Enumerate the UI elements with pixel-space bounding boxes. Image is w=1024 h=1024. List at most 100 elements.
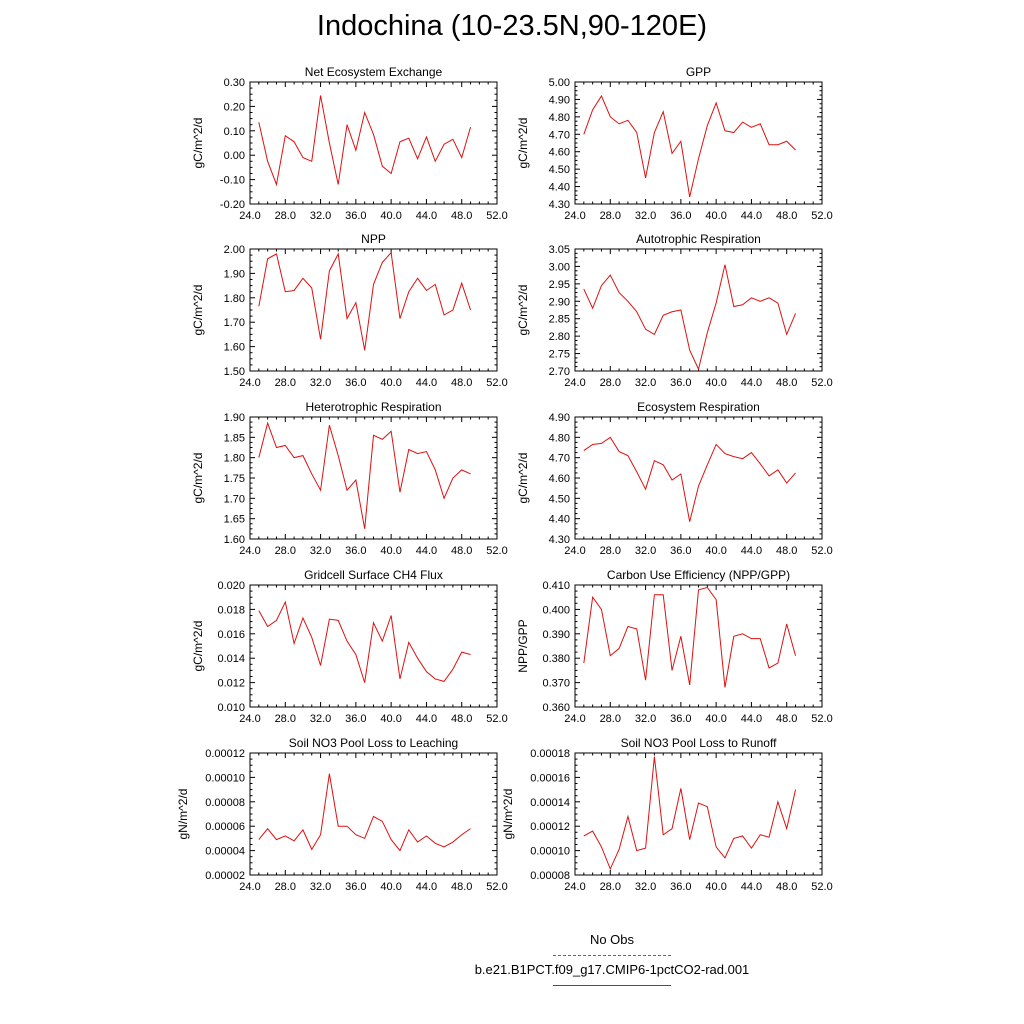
chart-panel-4: 24.0 28.0 32.0 36.0 40.0 44.0 48.0 52.0 2.70 2.75…	[516, 232, 833, 389]
x-tick-label: 44.0	[416, 881, 437, 893]
x-tick-label: 28.0	[275, 713, 296, 725]
x-tick-label: 24.0	[239, 377, 260, 389]
x-tick-label: 48.0	[451, 545, 472, 557]
x-tick-label: 28.0	[275, 377, 296, 389]
x-tick-label: 44.0	[741, 545, 762, 557]
x-tick-label: 48.0	[451, 713, 472, 725]
y-tick-label: 2.00	[224, 244, 245, 256]
y-axis-label: gN/m^2/d	[501, 789, 515, 840]
x-tick-label: 36.0	[670, 881, 691, 893]
plot-frame	[249, 248, 498, 372]
series-line-1	[583, 756, 797, 871]
series-line-1	[583, 436, 796, 522]
series-line-1	[258, 95, 472, 187]
y-tick-label: 0.00006	[205, 821, 245, 833]
x-tick-label: 52.0	[811, 881, 832, 893]
y-tick-label: 0.00014	[530, 797, 570, 809]
y-tick-label: 4.50	[549, 493, 570, 505]
y-tick-label: 1.70	[224, 317, 245, 329]
panel-title: NPP	[361, 232, 386, 246]
chart-panel-5: 24.0 28.0 32.0 36.0 40.0 44.0 48.0 52.0 1.60 1.65…	[191, 400, 508, 557]
panel-title: Autotrophic Respiration	[636, 232, 761, 246]
panel-title: Carbon Use Efficiency (NPP/GPP)	[607, 568, 790, 582]
x-tick-label: 40.0	[705, 545, 726, 557]
x-tick-label: 32.0	[310, 545, 331, 557]
y-tick-label: 0.400	[542, 604, 570, 616]
y-tick-label: 1.65	[224, 514, 245, 526]
x-tick-label: 44.0	[416, 377, 437, 389]
plot-frame	[249, 752, 498, 876]
series-line-1	[258, 251, 472, 351]
x-tick-label: 52.0	[811, 210, 832, 222]
x-tick-label: 48.0	[776, 210, 797, 222]
x-tick-label: 40.0	[705, 713, 726, 725]
y-tick-label: 1.80	[224, 453, 245, 465]
y-tick-label: 2.95	[549, 279, 570, 291]
chart-panel-2: 24.0 28.0 32.0 36.0 40.0 44.0 48.0 52.0 4.30 4.40…	[516, 65, 833, 222]
x-tick-label: 44.0	[741, 210, 762, 222]
x-tick-label: 32.0	[635, 881, 656, 893]
x-tick-label: 52.0	[811, 377, 832, 389]
y-tick-label: 0.00004	[205, 846, 245, 858]
y-tick-label: 1.90	[224, 412, 245, 424]
y-tick-label: 0.00008	[205, 797, 245, 809]
x-tick-label: 44.0	[741, 377, 762, 389]
y-tick-label: 0.00012	[530, 821, 570, 833]
chart-panel-3: 24.0 28.0 32.0 36.0 40.0 44.0 48.0 52.0 1.50 1.60…	[191, 232, 508, 389]
x-tick-label: 48.0	[776, 881, 797, 893]
y-tick-label: 1.60	[224, 534, 245, 546]
y-tick-label: -0.10	[220, 175, 245, 187]
x-tick-label: 36.0	[670, 377, 691, 389]
x-tick-label: 48.0	[776, 545, 797, 557]
x-tick-label: 52.0	[486, 881, 507, 893]
y-tick-label: 4.70	[549, 129, 570, 141]
y-tick-label: 1.50	[224, 366, 245, 378]
y-tick-label: 1.70	[224, 493, 245, 505]
y-tick-label: 4.90	[549, 94, 570, 106]
x-tick-label: 44.0	[416, 210, 437, 222]
series-line-1	[258, 773, 471, 852]
x-tick-label: 24.0	[239, 713, 260, 725]
y-tick-label: 1.80	[224, 293, 245, 305]
legend-line-case	[553, 985, 671, 986]
x-tick-label: 24.0	[239, 545, 260, 557]
y-tick-label: 0.00012	[205, 748, 245, 760]
y-tick-label: 4.30	[549, 199, 570, 211]
y-tick-label: 2.85	[549, 314, 570, 326]
y-axis-label: gC/m^2/d	[516, 285, 530, 336]
y-tick-label: 0.390	[542, 629, 570, 641]
x-tick-label: 28.0	[600, 545, 621, 557]
y-axis-label: gC/m^2/d	[191, 621, 205, 672]
y-tick-label: 2.90	[549, 296, 570, 308]
x-tick-label: 40.0	[380, 210, 401, 222]
x-tick-label: 52.0	[486, 713, 507, 725]
panel-title: Net Ecosystem Exchange	[305, 65, 443, 79]
x-tick-label: 36.0	[345, 881, 366, 893]
x-tick-label: 52.0	[811, 545, 832, 557]
y-axis-label: NPP/GPP	[516, 619, 530, 672]
x-tick-label: 36.0	[670, 545, 691, 557]
x-tick-label: 40.0	[380, 713, 401, 725]
x-tick-label: 32.0	[635, 713, 656, 725]
y-tick-label: 0.010	[217, 702, 245, 714]
y-tick-label: 3.00	[549, 261, 570, 273]
x-tick-label: 36.0	[670, 713, 691, 725]
chart-panel-1: 24.0 28.0 32.0 36.0 40.0 44.0 48.0 52.0 -0.20 -0.…	[191, 65, 508, 222]
x-tick-label: 40.0	[705, 210, 726, 222]
series-line-1	[583, 94, 796, 198]
x-tick-label: 48.0	[451, 210, 472, 222]
panel-title: Soil NO3 Pool Loss to Leaching	[289, 736, 458, 750]
y-tick-label: -0.20	[220, 199, 245, 211]
y-tick-label: 0.012	[217, 678, 245, 690]
chart-panel-6: 24.0 28.0 32.0 36.0 40.0 44.0 48.0 52.0 4.30 4.40…	[516, 400, 833, 557]
x-tick-label: 48.0	[451, 377, 472, 389]
y-tick-label: 0.020	[217, 580, 245, 592]
y-tick-label: 0.00018	[530, 748, 570, 760]
y-tick-label: 4.80	[549, 432, 570, 444]
x-tick-label: 40.0	[380, 545, 401, 557]
y-tick-label: 1.90	[224, 268, 245, 280]
plot-frame	[249, 584, 498, 708]
x-tick-label: 48.0	[776, 377, 797, 389]
x-tick-label: 48.0	[451, 881, 472, 893]
